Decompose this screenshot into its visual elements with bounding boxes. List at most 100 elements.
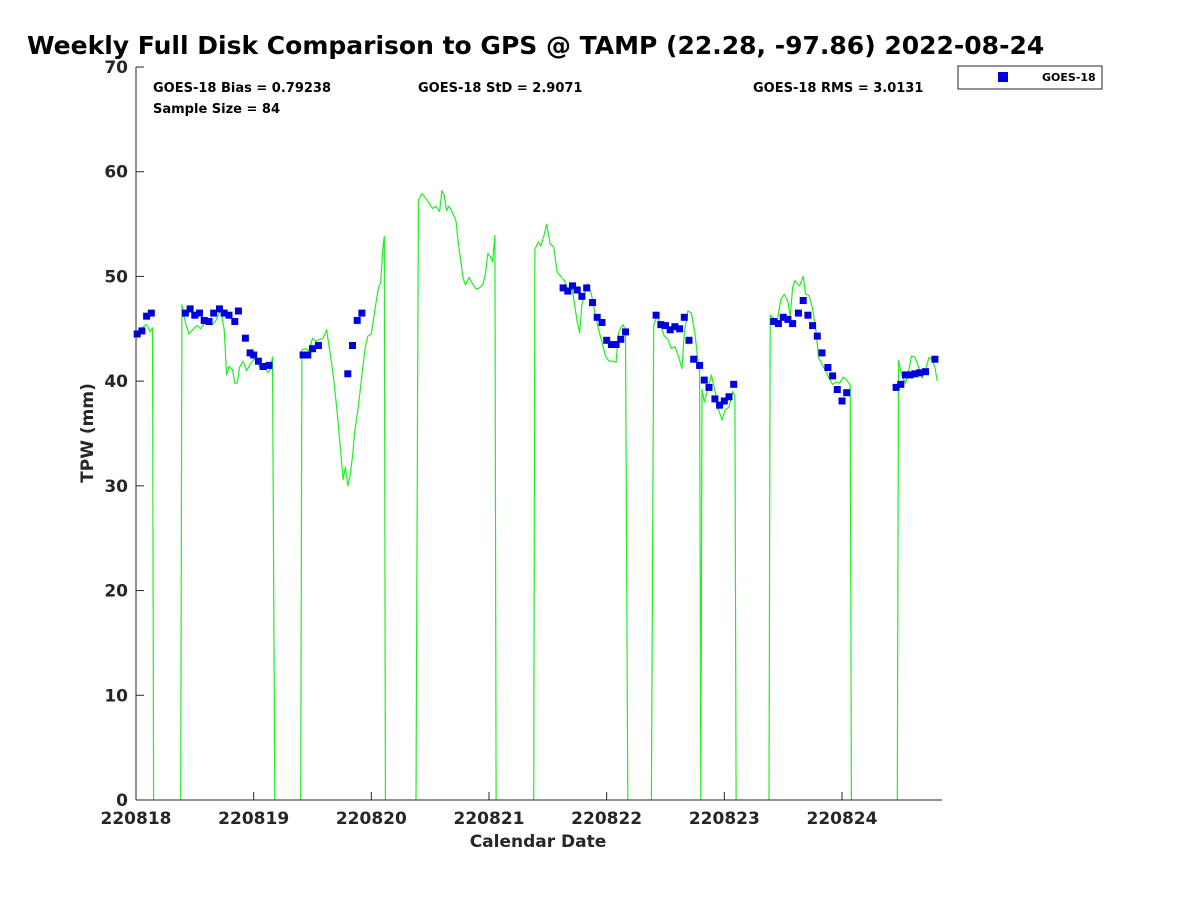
- goes-18-point: [133, 330, 141, 338]
- goes-18-point: [676, 325, 684, 333]
- x-tick-label: 220824: [806, 809, 877, 829]
- x-tick-label: 220823: [689, 809, 760, 829]
- y-tick-label: 70: [104, 58, 128, 78]
- goes-18-point: [794, 309, 802, 317]
- goes-18-point: [829, 372, 837, 380]
- goes-18-point: [784, 315, 792, 323]
- x-tick-label: 220819: [218, 809, 289, 829]
- goes-18-point: [617, 335, 625, 343]
- y-tick-label: 0: [116, 791, 128, 811]
- goes-18-point: [911, 370, 919, 378]
- goes-18-point: [603, 336, 611, 344]
- gps-line-segment: [300, 236, 386, 801]
- gps-line-segment: [533, 223, 629, 801]
- plot-area: 0 10 20 30 40 50 60 70 220818 220819 220820 220821…: [101, 58, 942, 829]
- goes-18-point: [897, 380, 905, 388]
- x-axis-label: Calendar Date: [470, 832, 607, 852]
- goes-18-point: [234, 307, 242, 315]
- rms-stat: GOES-18 RMS = 3.0131: [753, 81, 923, 96]
- goes-18-point: [906, 371, 914, 379]
- goes-18-point: [622, 328, 629, 336]
- goes-18-point: [200, 316, 208, 324]
- goes-18-point: [225, 311, 233, 319]
- std-stat: GOES-18 StD = 2.9071: [418, 81, 582, 96]
- goes-18-point: [730, 380, 738, 388]
- goes-18-point: [774, 320, 782, 328]
- goes-18-point: [589, 299, 596, 307]
- goes-18-point: [241, 334, 249, 342]
- goes-18-point: [843, 389, 851, 397]
- legend-marker-goes-18: [998, 72, 1008, 82]
- goes-18-point: [833, 386, 841, 393]
- y-tick-label: 40: [104, 372, 128, 392]
- goes-18-point: [254, 357, 262, 365]
- goes-18-point: [799, 297, 807, 304]
- goes-18-series: [133, 282, 939, 409]
- y-axis-label: TPW (mm): [78, 383, 98, 483]
- y-tick-label: 10: [104, 686, 128, 706]
- goes-18-point: [716, 401, 724, 409]
- y-axis-ticks: 0 10 20 30 40 50 60 70: [104, 58, 144, 811]
- gps-line-segment: [415, 190, 497, 801]
- sample-size-stat: Sample Size = 84: [153, 102, 280, 117]
- legend-box: [957, 65, 1103, 90]
- goes-18-point: [671, 323, 679, 331]
- goes-18-point: [265, 361, 273, 369]
- goes-18-point: [705, 383, 713, 391]
- goes-18-point: [210, 309, 218, 317]
- goes-18-point: [685, 336, 693, 344]
- gps-line-segment: [768, 275, 853, 801]
- goes-18-point: [598, 319, 606, 326]
- goes-18-point: [309, 345, 316, 353]
- goes-18-point: [690, 355, 698, 363]
- goes-18-point: [216, 305, 223, 313]
- x-tick-label: 220822: [571, 809, 642, 829]
- goes-18-point: [578, 292, 586, 300]
- goes-18-point: [191, 311, 199, 319]
- goes-18-point: [789, 320, 797, 328]
- goes-18-point: [662, 322, 669, 330]
- goes-18-point: [181, 309, 189, 317]
- goes-18-point: [583, 284, 591, 292]
- goes-18-point: [696, 361, 704, 369]
- goes-18-point: [824, 364, 832, 371]
- goes-18-point: [779, 313, 787, 321]
- goes-18-point: [147, 309, 155, 317]
- y-tick-label: 30: [104, 477, 128, 497]
- goes-18-point: [720, 397, 728, 405]
- goes-18-point: [809, 322, 817, 330]
- goes-18-point: [559, 284, 567, 292]
- x-tick-label: 220818: [101, 809, 172, 829]
- y-tick-label: 50: [104, 267, 128, 287]
- goes-18-point: [612, 341, 620, 348]
- goes-18-point: [657, 321, 665, 329]
- goes-18-point: [196, 309, 203, 317]
- goes-18-point: [246, 349, 254, 357]
- legend: GOES-18: [957, 65, 1103, 90]
- goes-18-point: [304, 351, 312, 359]
- x-axis-ticks: 220818 220819 220820 220821 220822 220823 2208…: [101, 792, 878, 829]
- goes-18-point: [931, 355, 939, 363]
- goes-18-point: [652, 311, 660, 319]
- goes-18-point: [205, 318, 213, 325]
- goes-18-point: [922, 368, 929, 376]
- goes-18-point: [892, 383, 900, 391]
- axes-background: [136, 67, 942, 800]
- goes-18-point: [314, 342, 322, 349]
- goes-18-point: [804, 311, 812, 319]
- goes-18-point: [573, 286, 581, 294]
- goes-18-point: [353, 316, 361, 324]
- goes-18-point: [818, 349, 826, 357]
- goes-18-point: [358, 309, 366, 317]
- goes-18-point: [725, 393, 733, 401]
- goes-18-point: [593, 313, 601, 321]
- goes-18-point: [569, 282, 576, 290]
- goes-18-point: [344, 370, 352, 378]
- goes-18-point: [711, 395, 719, 403]
- legend-label-goes-18: GOES-18: [1042, 71, 1096, 84]
- goes-18-point: [813, 332, 821, 340]
- goes-18-point: [138, 327, 146, 335]
- goes-18-point: [916, 369, 924, 377]
- goes-18-point: [770, 318, 778, 325]
